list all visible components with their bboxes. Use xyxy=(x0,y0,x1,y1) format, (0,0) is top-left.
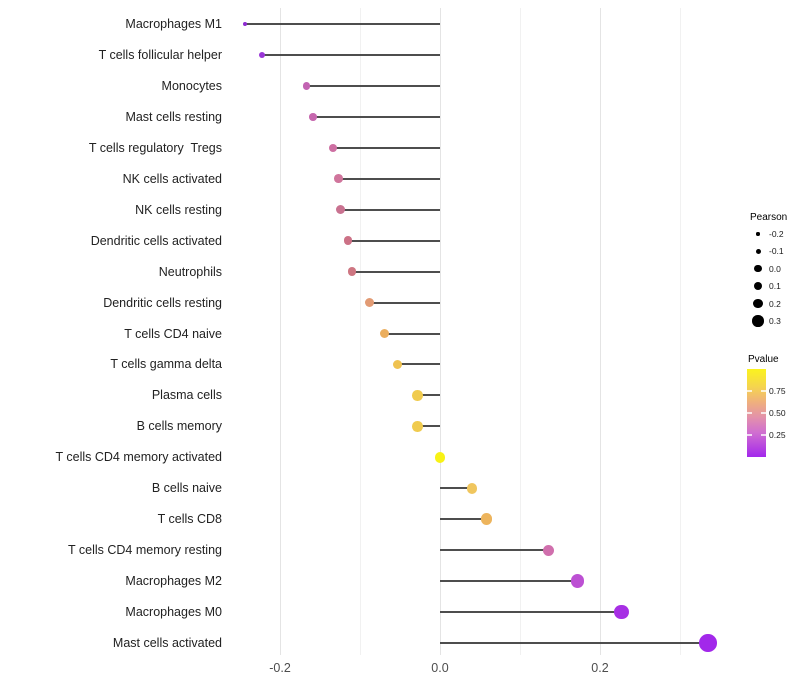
category-label: Macrophages M0 xyxy=(125,605,222,620)
pvalue-tick-mark-left xyxy=(747,390,752,392)
category-label: NK cells activated xyxy=(122,171,222,186)
lollipop-stem xyxy=(340,208,440,211)
lollipop-stem xyxy=(332,146,440,149)
lollipop-dot xyxy=(570,574,585,588)
gridline-minor xyxy=(519,8,521,655)
pvalue-tick-mark-left xyxy=(747,412,752,414)
category-label: T cells CD8 xyxy=(157,512,222,527)
category-label: NK cells resting xyxy=(135,202,222,217)
category-label: Dendritic cells resting xyxy=(103,295,222,310)
lollipop-stem xyxy=(397,363,440,366)
lollipop-dot xyxy=(699,634,717,652)
pvalue-legend-value: 0.25 xyxy=(769,430,786,440)
lollipop-stem xyxy=(440,611,622,614)
category-label: Monocytes xyxy=(161,78,222,93)
lollipop-dot xyxy=(393,359,403,370)
category-label: Mast cells resting xyxy=(125,109,222,124)
lollipop-stem xyxy=(384,332,440,335)
lollipop-dot xyxy=(309,113,317,121)
category-label: Macrophages M2 xyxy=(125,574,222,589)
lollipop-dot xyxy=(335,205,345,215)
pvalue-legend-title: Pvalue xyxy=(748,354,779,365)
pearson-legend-dot xyxy=(753,281,763,291)
lollipop-dot xyxy=(614,604,629,620)
lollipop-stem xyxy=(440,642,708,644)
category-label: T cells CD4 memory activated xyxy=(55,450,223,465)
pvalue-legend-value: 0.50 xyxy=(769,408,786,418)
category-label: Dendritic cells activated xyxy=(90,233,222,248)
pvalue-tick-mark-right xyxy=(761,390,766,392)
lollipop-dot xyxy=(542,544,554,556)
gridline-major xyxy=(279,8,281,655)
lollipop-stem xyxy=(312,115,440,118)
lollipop-stem xyxy=(338,177,440,180)
x-tick-label: 0.2 xyxy=(591,661,609,675)
gridline-minor xyxy=(359,8,361,655)
category-label: Macrophages M1 xyxy=(125,17,222,31)
lollipop-dot xyxy=(242,22,247,26)
lollipop-stem xyxy=(352,270,440,273)
category-label: T cells CD4 naive xyxy=(124,326,222,341)
lollipop-dot xyxy=(466,482,478,494)
lollipop-dot xyxy=(365,298,375,308)
pearson-legend-dot xyxy=(756,232,760,236)
category-label: T cells regulatory Tregs xyxy=(88,140,222,155)
gridline-minor xyxy=(679,8,681,655)
pearson-legend-dot xyxy=(753,298,763,309)
lollipop-stem xyxy=(440,487,472,490)
lollipop-stem xyxy=(417,394,440,397)
pvalue-legend-value: 0.75 xyxy=(769,386,786,396)
lollipop-dot xyxy=(343,236,353,245)
pearson-legend-title: Pearson xyxy=(750,212,788,223)
pearson-legend-value: 0.2 xyxy=(769,298,781,309)
pearson-legend-value: 0.1 xyxy=(769,281,781,292)
pearson-legend-dot xyxy=(755,248,761,254)
lollipop-dot xyxy=(328,143,338,153)
lollipop-stem xyxy=(369,301,440,304)
lollipop-dot xyxy=(412,421,423,432)
lollipop-dot xyxy=(334,174,343,184)
lollipop-dot xyxy=(412,390,423,401)
pearson-legend-value: -0.1 xyxy=(769,246,784,257)
category-label: T cells gamma delta xyxy=(110,357,222,372)
gridline-major xyxy=(439,8,441,655)
pearson-legend-value: 0.3 xyxy=(769,316,781,326)
category-label: B cells memory xyxy=(136,419,222,434)
lollipop-stem xyxy=(440,580,578,583)
pearson-legend-value: 0.0 xyxy=(769,263,781,274)
category-label: Mast cells activated xyxy=(112,636,222,650)
gridline-major xyxy=(599,8,601,655)
lollipop-stem xyxy=(306,84,440,87)
lollipop-dot xyxy=(480,513,493,525)
category-label: T cells follicular helper xyxy=(98,47,222,62)
pvalue-tick-mark-right xyxy=(761,412,766,414)
lollipop-dot xyxy=(302,82,311,90)
lollipop-stem xyxy=(440,518,487,521)
pearson-legend-dot xyxy=(752,315,764,327)
lollipop-stem xyxy=(348,239,440,242)
lollipop-stem xyxy=(417,425,440,428)
lollipop-dot xyxy=(259,51,266,58)
lollipop-dot xyxy=(434,452,446,463)
lollipop-dot xyxy=(380,328,390,339)
category-label: B cells naive xyxy=(151,481,222,496)
x-tick-label: 0.0 xyxy=(431,661,449,675)
pearson-legend-value: -0.2 xyxy=(769,229,784,239)
category-label: Neutrophils xyxy=(158,264,222,279)
pvalue-tick-mark-right xyxy=(761,434,766,436)
category-label: Plasma cells xyxy=(151,388,222,403)
lollipop-dot xyxy=(347,267,357,276)
lollipop-stem xyxy=(262,53,440,56)
lollipop-stem xyxy=(440,549,548,552)
pvalue-tick-mark-left xyxy=(747,434,752,436)
lollipop-stem xyxy=(244,23,440,25)
x-tick-label: -0.2 xyxy=(269,661,291,675)
pearson-legend-dot xyxy=(754,265,762,273)
category-label: T cells CD4 memory resting xyxy=(68,543,222,558)
